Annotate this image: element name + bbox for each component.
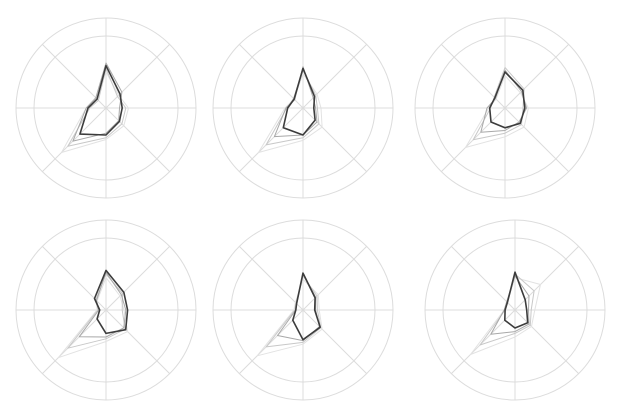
grid-ring bbox=[414, 17, 596, 199]
spoke bbox=[42, 107, 107, 172]
spoke bbox=[302, 107, 367, 172]
grid-ring bbox=[15, 17, 197, 199]
grid-ring bbox=[230, 237, 376, 383]
grid-ring bbox=[424, 219, 606, 401]
spoke bbox=[302, 246, 367, 311]
grid-ring bbox=[33, 237, 179, 383]
spoke bbox=[105, 107, 170, 172]
radar-line bbox=[282, 67, 316, 136]
radar-line bbox=[256, 278, 323, 357]
spoke bbox=[42, 44, 107, 109]
grid-ring bbox=[432, 35, 578, 181]
grid-ring bbox=[212, 17, 394, 199]
grid-ring bbox=[230, 35, 376, 181]
grid-ring bbox=[212, 219, 394, 401]
radar-line bbox=[488, 71, 526, 129]
radar-line bbox=[292, 272, 321, 341]
spoke bbox=[302, 44, 367, 109]
spoke bbox=[302, 309, 367, 374]
radar-line bbox=[72, 62, 123, 142]
spoke bbox=[239, 44, 304, 109]
radar-line bbox=[79, 64, 123, 136]
radar-line bbox=[490, 275, 530, 335]
radar-line bbox=[265, 69, 320, 146]
spoke bbox=[451, 246, 516, 311]
spoke bbox=[239, 107, 304, 172]
spoke bbox=[514, 309, 579, 374]
grid-ring bbox=[33, 35, 179, 181]
spoke bbox=[42, 309, 107, 374]
radar-line bbox=[93, 269, 129, 335]
radar-line bbox=[61, 71, 129, 153]
grid-ring bbox=[442, 237, 588, 383]
spoke bbox=[105, 309, 170, 374]
spoke bbox=[239, 246, 304, 311]
grid-ring bbox=[15, 219, 197, 401]
spoke bbox=[504, 107, 569, 172]
spoke bbox=[105, 246, 170, 311]
radar-line bbox=[472, 67, 525, 141]
spoke bbox=[504, 44, 569, 109]
spoke bbox=[105, 44, 170, 109]
radar-line bbox=[504, 271, 529, 329]
